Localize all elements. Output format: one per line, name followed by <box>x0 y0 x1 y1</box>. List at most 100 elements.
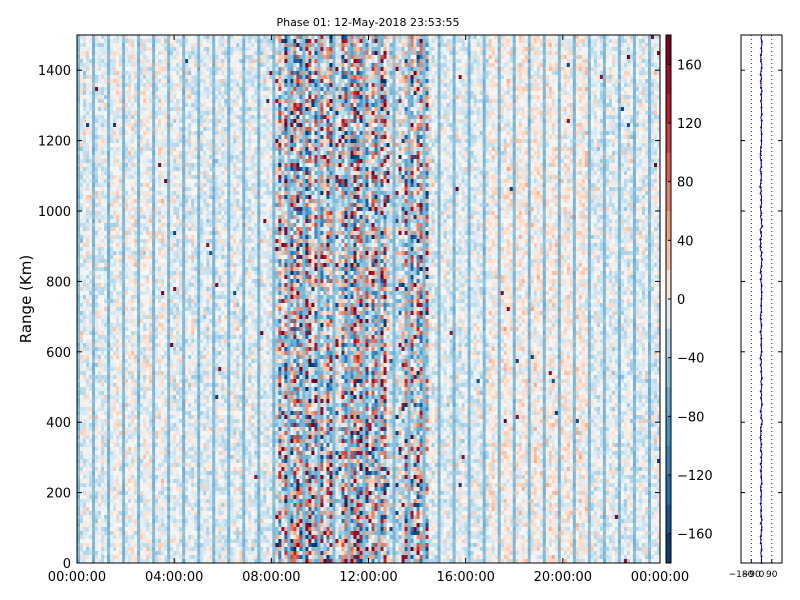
heatmap-cell <box>161 531 165 536</box>
heatmap-cell <box>179 303 183 308</box>
heatmap-cell <box>164 335 168 340</box>
heatmap-cell <box>155 479 159 484</box>
heatmap-cell <box>86 483 90 488</box>
heatmap-cell <box>155 539 159 544</box>
heatmap-cell <box>167 287 171 292</box>
heatmap-cell <box>77 187 81 192</box>
heatmap-cell <box>182 455 186 460</box>
heatmap-cell <box>170 427 174 432</box>
heatmap-cell <box>185 559 189 564</box>
heatmap-cell <box>98 491 102 496</box>
heatmap-cell <box>122 555 126 560</box>
heatmap-cell <box>182 79 186 84</box>
heatmap-cell <box>119 59 123 64</box>
heatmap-cell <box>188 119 192 124</box>
heatmap-cell <box>110 251 114 256</box>
heatmap-cell <box>83 203 87 208</box>
heatmap-cell <box>185 511 189 516</box>
heatmap-cell <box>89 155 93 160</box>
heatmap-cell <box>80 347 84 352</box>
heatmap-cell <box>92 451 96 456</box>
heatmap-cell <box>137 527 141 532</box>
heatmap-cell <box>131 95 135 100</box>
heatmap-cell <box>137 79 141 84</box>
heatmap-cell <box>83 399 87 404</box>
heatmap-cell <box>176 87 180 92</box>
heatmap-cell <box>86 519 90 524</box>
heatmap-cell <box>188 411 192 416</box>
heatmap-cell <box>167 427 171 432</box>
heatmap-cell <box>92 455 96 460</box>
heatmap-cell <box>164 495 168 500</box>
heatmap-cell <box>128 443 132 448</box>
heatmap-cell <box>125 271 129 276</box>
heatmap-cell <box>134 299 138 304</box>
heatmap-cell <box>122 483 126 488</box>
heatmap-cell <box>86 227 90 232</box>
heatmap-cell <box>164 499 168 504</box>
heatmap-cell <box>113 531 117 536</box>
heatmap-cell <box>86 223 90 228</box>
heatmap-cell <box>119 99 123 104</box>
heatmap-cell <box>149 139 153 144</box>
heatmap-cell <box>101 167 105 172</box>
heatmap-cell <box>77 555 81 560</box>
heatmap-cell <box>173 111 177 116</box>
heatmap-cell <box>77 399 81 404</box>
heatmap-cell <box>188 143 192 148</box>
heatmap-cell <box>101 35 105 40</box>
heatmap-cell <box>98 443 102 448</box>
heatmap-cell <box>155 239 159 244</box>
heatmap-cell <box>185 551 189 556</box>
heatmap-cell <box>125 447 129 452</box>
heatmap-cell <box>131 275 135 280</box>
heatmap-cell <box>137 459 141 464</box>
heatmap-cell <box>107 247 111 252</box>
heatmap-cell <box>104 383 108 388</box>
heatmap-cell <box>182 383 186 388</box>
heatmap-cell <box>110 71 114 76</box>
heatmap-cell <box>101 263 105 268</box>
heatmap-cell <box>146 507 150 512</box>
heatmap-cell <box>173 455 177 460</box>
heatmap-cell <box>80 367 84 372</box>
heatmap-cell <box>134 63 138 68</box>
heatmap-cell <box>131 115 135 120</box>
heatmap-cell <box>134 315 138 320</box>
heatmap-cell <box>86 215 90 220</box>
heatmap-cell <box>101 395 105 400</box>
heatmap-cell <box>92 547 96 552</box>
heatmap-cell <box>131 59 135 64</box>
heatmap-cell <box>77 383 81 388</box>
heatmap-cell <box>176 119 180 124</box>
heatmap-cell <box>113 87 117 92</box>
heatmap-cell <box>140 435 144 440</box>
heatmap-cell <box>140 527 144 532</box>
heatmap-cell <box>101 99 105 104</box>
heatmap-cell <box>77 63 81 68</box>
heatmap-cell <box>170 523 174 528</box>
heatmap-cell <box>167 367 171 372</box>
heatmap-cell <box>161 235 165 240</box>
heatmap-cell <box>77 79 81 84</box>
heatmap-cell <box>158 107 162 112</box>
heatmap-cell <box>92 135 96 140</box>
heatmap-cell <box>131 519 135 524</box>
heatmap-cell <box>77 483 81 488</box>
heatmap-cell <box>185 239 189 244</box>
heatmap-cell <box>170 391 174 396</box>
heatmap-cell <box>179 371 183 376</box>
heatmap-cell <box>185 203 189 208</box>
heatmap-cell <box>104 431 108 436</box>
heatmap-cell <box>131 531 135 536</box>
heatmap-cell <box>95 323 99 328</box>
heatmap-cell <box>125 311 129 316</box>
heatmap-cell <box>83 359 87 364</box>
heatmap-cell <box>140 103 144 108</box>
heatmap-cell <box>176 483 180 488</box>
heatmap-cell <box>83 39 87 44</box>
heatmap-cell <box>98 131 102 136</box>
heatmap-cell <box>155 475 159 480</box>
heatmap-cell <box>164 475 168 480</box>
heatmap-cell <box>164 503 168 508</box>
